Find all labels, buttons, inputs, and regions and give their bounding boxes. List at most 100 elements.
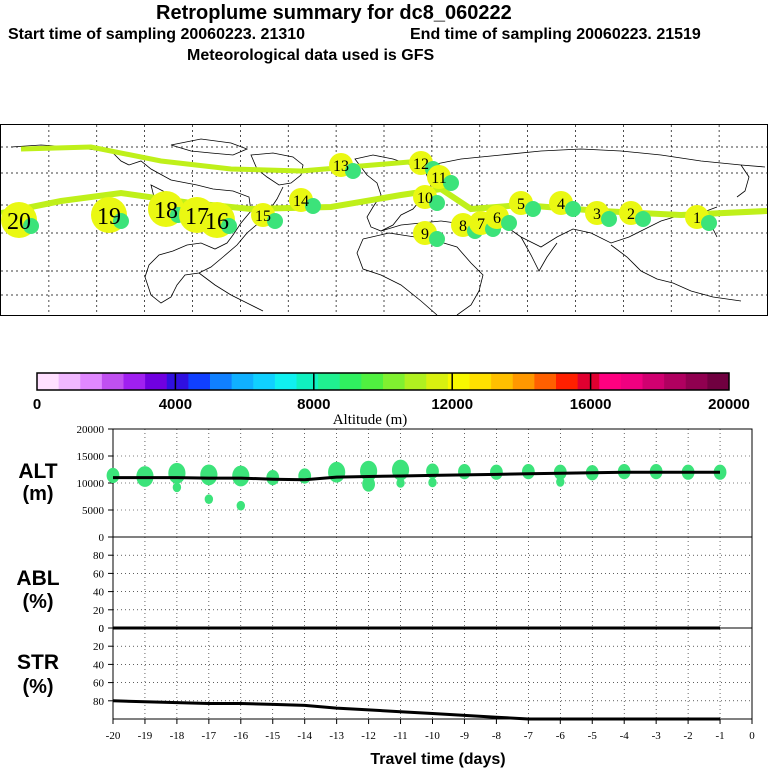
x-tick-label: -4 xyxy=(620,730,630,742)
altitude-point xyxy=(204,494,214,505)
alt-tick-label: 15000 xyxy=(77,451,105,463)
altitude-colorbar xyxy=(37,373,730,390)
altitude-point xyxy=(396,478,405,488)
altitude-point xyxy=(232,465,250,487)
day-label: 16 xyxy=(205,209,229,235)
coastline-kamchatka xyxy=(736,164,750,198)
str-tick-label: 80 xyxy=(93,696,105,708)
abl-tick-label: 0 xyxy=(99,623,105,635)
coastline-arctic-islands xyxy=(170,138,249,156)
altitude-point xyxy=(168,462,186,484)
x-tick-label: -17 xyxy=(202,730,217,742)
coastline-asia xyxy=(430,148,766,168)
world-map-panel: 20 19 18 17 16 15 14 13 12 11 10 9 8 7 6 5 4 3 2 1 xyxy=(0,124,768,316)
day-label: 6 xyxy=(493,210,501,227)
altitude-point xyxy=(328,461,346,483)
colorbar-title: Altitude (m) xyxy=(333,412,408,428)
abl-tick-label: 40 xyxy=(93,587,105,599)
colorbar-tick-label: 20000 xyxy=(708,396,750,413)
day-label: 11 xyxy=(431,170,446,187)
abl-tick-label: 80 xyxy=(93,550,105,562)
coastline-mediterranean xyxy=(380,220,442,232)
abl-tick-label: 60 xyxy=(93,568,105,580)
colorbar-swatch xyxy=(642,373,665,390)
colorbar-swatch xyxy=(426,373,449,390)
colorbar-swatch xyxy=(166,373,189,390)
colorbar-tick-label: 16000 xyxy=(570,396,612,413)
x-tick-label: -7 xyxy=(524,730,534,742)
alt-mean-line xyxy=(113,470,720,482)
colorbar-swatch xyxy=(556,373,579,390)
coastline-greenland xyxy=(250,152,304,186)
plume-blob xyxy=(501,215,517,231)
plume-blob xyxy=(23,218,39,234)
met-data-label: Meteorological data used is GFS xyxy=(187,47,435,64)
abl-tick-label: 20 xyxy=(93,605,105,617)
colorbar-swatch xyxy=(296,373,319,390)
day-label: 9 xyxy=(421,226,429,243)
colorbar-swatch xyxy=(404,373,427,390)
alt-label: ALT xyxy=(18,460,57,483)
altitude-point xyxy=(428,477,437,488)
x-tick-label: -11 xyxy=(393,730,407,742)
x-tick-label: -3 xyxy=(652,730,662,742)
day-label: 8 xyxy=(459,218,467,235)
str-tick-label: 20 xyxy=(93,641,105,653)
alt-tick-label: 5000 xyxy=(82,505,105,517)
plume-blob xyxy=(345,163,361,179)
colorbar-swatch xyxy=(577,373,600,390)
colorbar-swatch xyxy=(210,373,233,390)
end-time-label: End time of sampling 20060223. 21519 xyxy=(410,26,701,43)
colorbar-tick-label: 12000 xyxy=(431,396,473,413)
altitude-point xyxy=(266,470,280,486)
colorbar-swatch xyxy=(664,373,687,390)
altitude-point xyxy=(106,467,120,484)
x-tick-label: -18 xyxy=(170,730,185,742)
day-label: 2 xyxy=(627,206,635,223)
colorbar-swatch xyxy=(123,373,146,390)
altitude-point xyxy=(172,482,182,493)
str-label: STR xyxy=(17,651,59,674)
x-tick-label: -10 xyxy=(425,730,440,742)
alt-tick-label: 0 xyxy=(99,532,105,544)
str-tick-label: 0 xyxy=(99,623,105,635)
coastline-africa-west xyxy=(356,238,438,316)
colorbar-swatch xyxy=(274,373,298,390)
coastline-central-america xyxy=(198,272,264,312)
day-label: 19 xyxy=(97,204,121,230)
str-line xyxy=(112,699,720,721)
colorbar-swatch xyxy=(685,373,708,390)
colorbar-swatch xyxy=(383,373,406,390)
x-tick-label: -15 xyxy=(265,730,280,742)
x-tick-label: -20 xyxy=(106,730,121,742)
str-tick-label: 40 xyxy=(93,659,105,671)
colorbar-tick-label: 4000 xyxy=(159,396,192,413)
str-unit-label: (%) xyxy=(22,676,53,698)
alt-tick-label: 10000 xyxy=(77,478,105,490)
plume-blob xyxy=(565,201,581,217)
plot-title: Retroplume summary for dc8_060222 xyxy=(156,2,512,24)
day-label: 1 xyxy=(693,210,701,227)
coastline-sea-asia xyxy=(610,244,742,302)
colorbar-tick-label: 8000 xyxy=(297,396,330,413)
x-tick-label: -6 xyxy=(556,730,566,742)
plume-blob xyxy=(221,218,237,234)
alt-tick-label: 20000 xyxy=(77,424,105,436)
colorbar-frame xyxy=(36,372,730,391)
x-tick-label: -9 xyxy=(460,730,470,742)
colorbar-swatch xyxy=(37,373,60,390)
x-tick-label: -16 xyxy=(233,730,248,742)
day-label: 10 xyxy=(417,190,433,207)
colorbar-swatch xyxy=(231,373,254,390)
colorbar-swatch xyxy=(80,373,103,390)
colorbar-swatch xyxy=(599,373,622,390)
plume-blob xyxy=(601,211,617,227)
day-label: 18 xyxy=(154,198,178,224)
colorbar-swatch xyxy=(491,373,514,390)
colorbar-swatch xyxy=(534,373,557,390)
day-label: 13 xyxy=(333,158,349,175)
colorbar-swatch xyxy=(620,373,644,390)
colorbar-tick-label: 0 xyxy=(33,396,41,413)
day-label: 12 xyxy=(413,156,429,173)
